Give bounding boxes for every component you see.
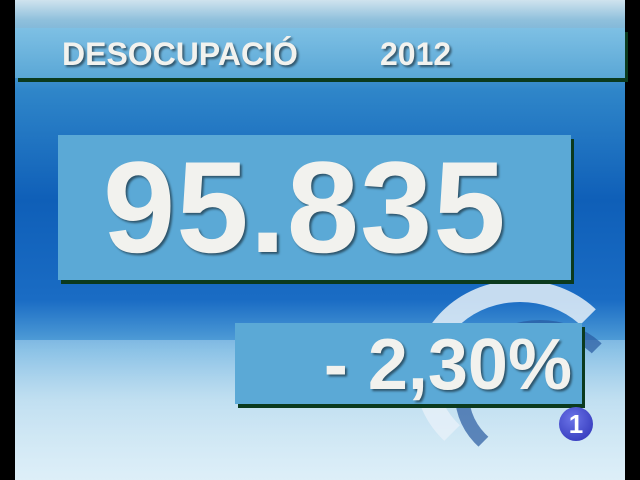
- main-value: 95.835: [103, 134, 507, 280]
- title: DESOCUPACIÓ: [62, 36, 298, 72]
- tv-graphic: DESOCUPACIÓ 2012 95.835 - 2,30% 1: [15, 0, 625, 480]
- change-value: - 2,30%: [323, 325, 572, 405]
- main-value-panel: 95.835: [58, 135, 571, 280]
- change-panel: - 2,30%: [235, 323, 582, 404]
- title-bar: DESOCUPACIÓ 2012: [15, 28, 625, 78]
- year: 2012: [380, 36, 452, 72]
- channel-logo-icon: 1: [559, 407, 593, 441]
